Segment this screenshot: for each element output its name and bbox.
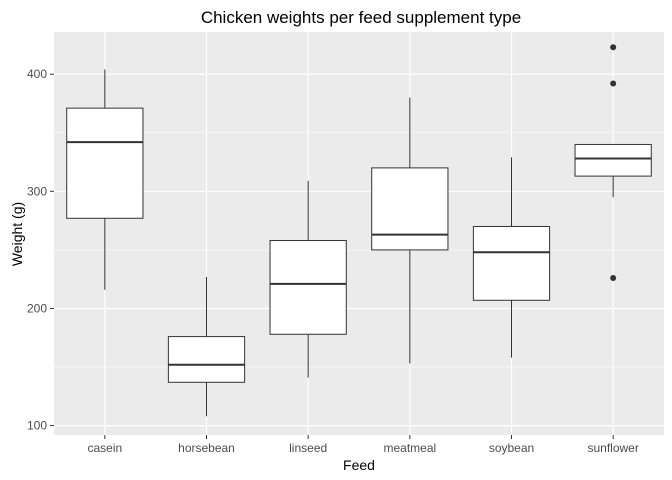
y-axis-title: Weight (g) (9, 202, 25, 266)
box-iqr (269, 240, 347, 335)
box-iqr (66, 107, 144, 219)
y-tick-label: 400 (27, 67, 47, 81)
x-tick-label: meatmeal (383, 441, 436, 455)
y-tick-label: 200 (27, 301, 47, 315)
box-iqr (371, 167, 449, 251)
box-linseed (269, 180, 347, 378)
x-tick-label: sunflower (587, 441, 638, 455)
box-iqr (472, 225, 551, 301)
axis-layer: 100 200 300 400 casein horsebean linseed meatme… (27, 67, 639, 455)
x-tick-label: soybean (489, 441, 534, 455)
x-tick-label: linseed (289, 441, 327, 455)
box-casein (66, 69, 144, 290)
chart-title: Chicken weights per feed supplement type (201, 8, 521, 27)
box-iqr (167, 336, 246, 383)
box-horsebean (167, 276, 246, 417)
x-tick-label: casein (87, 441, 122, 455)
box-meatmeal (371, 97, 449, 364)
box-iqr (574, 143, 652, 177)
x-axis-title: Feed (343, 457, 375, 473)
outlier-point (610, 80, 617, 87)
box-soybean (472, 157, 551, 358)
plot-panel (54, 32, 664, 435)
outlier-point (610, 275, 617, 282)
y-tick-label: 300 (27, 184, 47, 198)
box-layer (66, 44, 652, 417)
outlier-point (610, 44, 617, 51)
box-sunflower (574, 44, 652, 282)
x-tick-label: horsebean (178, 441, 235, 455)
y-tick-label: 100 (27, 419, 47, 433)
